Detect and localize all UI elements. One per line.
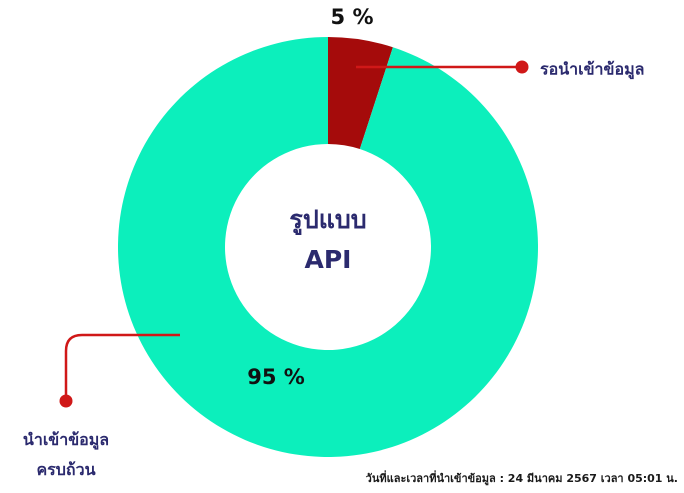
- slice: [117, 37, 538, 458]
- value-label: 5 %: [331, 5, 374, 29]
- leaders: [59, 60, 529, 408]
- footnote: วันที่และเวลาที่นำเข้าข้อมูล : 24 มีนาคม…: [366, 470, 678, 486]
- legend-label: นำเข้าข้อมูล ครบถ้วน: [22, 430, 110, 479]
- label-box: นำเข้าข้อมูล ครบถ้วน: [22, 430, 110, 479]
- center-title-box: รูปแบบ API: [289, 205, 367, 274]
- legend-label: รอนำเข้าข้อมูล: [540, 60, 644, 81]
- leader-dot: [59, 394, 73, 408]
- leader-dot: [515, 60, 529, 74]
- slice: [328, 37, 393, 150]
- leader-line: [64, 333, 180, 400]
- value-label: 95 %: [247, 365, 305, 389]
- center-title: รูปแบบ API: [289, 205, 367, 274]
- slices: [117, 37, 538, 458]
